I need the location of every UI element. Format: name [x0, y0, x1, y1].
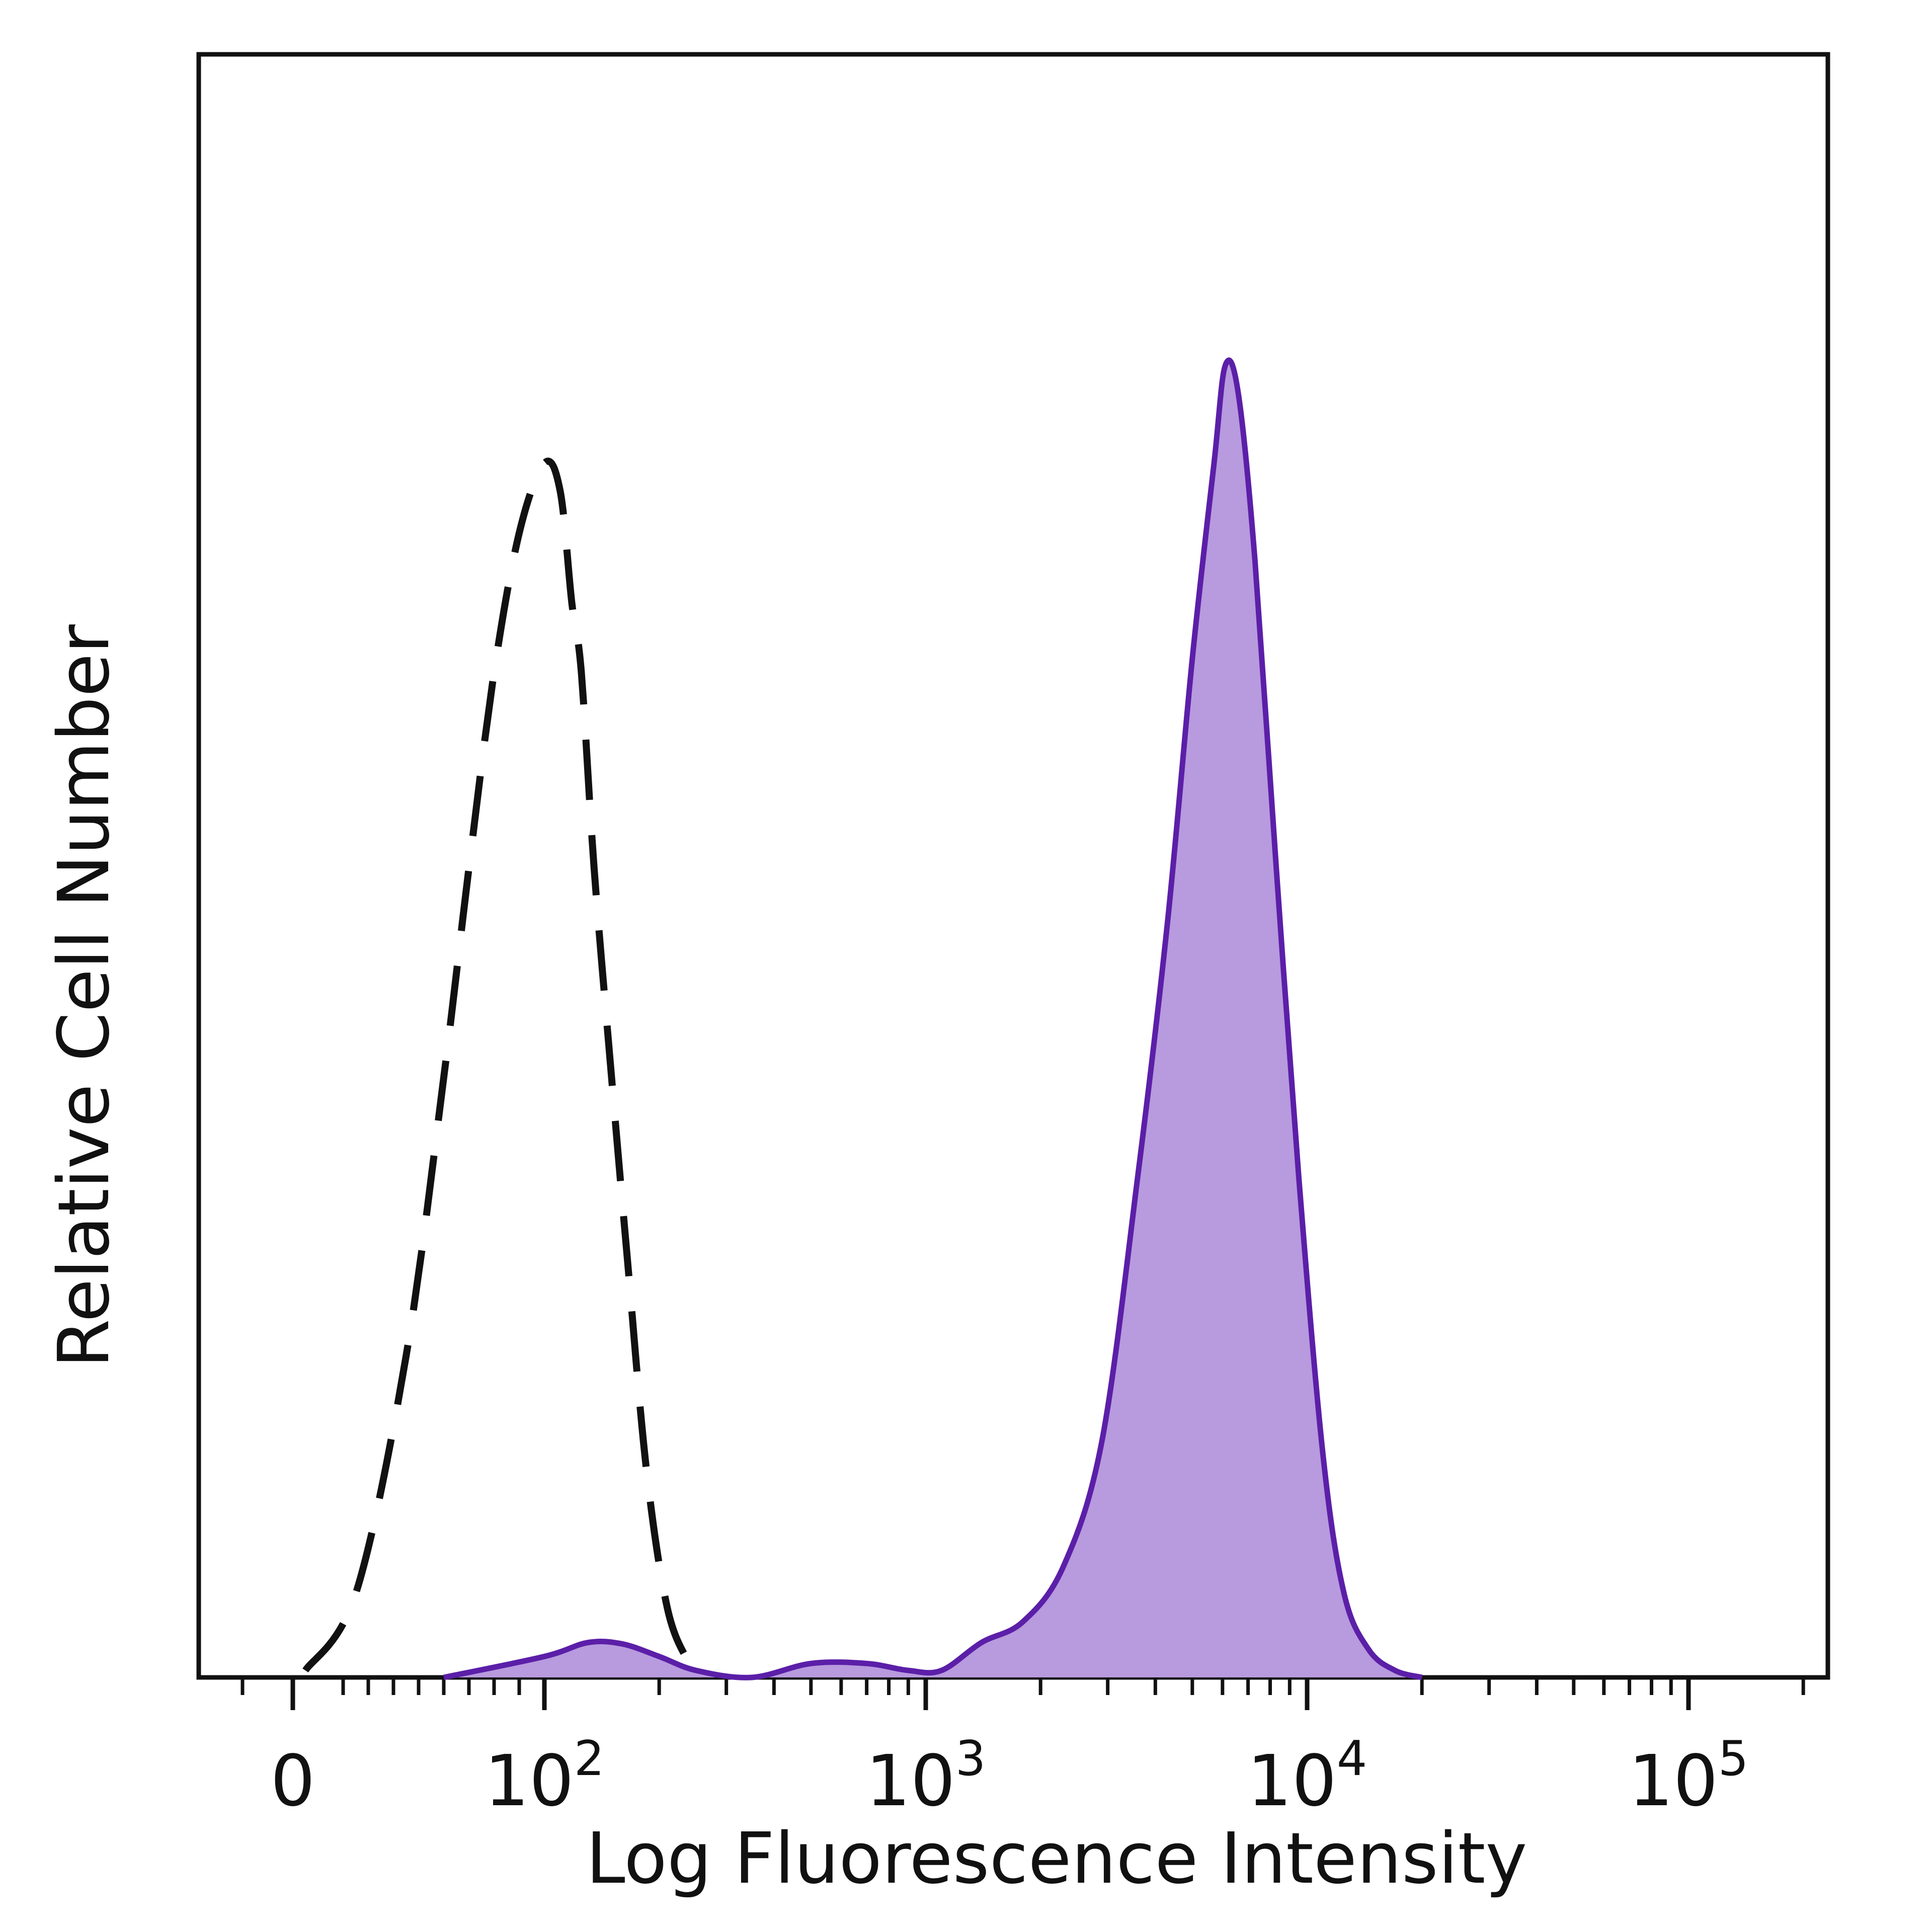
- x-tick-label: 103: [866, 1731, 986, 1822]
- x-tick-label: 102: [485, 1731, 605, 1822]
- x-axis-title: Log Fluorescence Intensity: [586, 1818, 1527, 1900]
- y-axis-title: Relative Cell Number: [43, 624, 125, 1368]
- stained-sample-curve: [443, 357, 1423, 1680]
- x-tick-label: 104: [1247, 1731, 1367, 1822]
- x-tick-labels: 0 102 103 104 105: [270, 1731, 1748, 1822]
- isotype-control-curve: [302, 457, 705, 1680]
- x-tick-label: 105: [1629, 1731, 1749, 1822]
- x-tick-label: 0: [270, 1740, 315, 1822]
- major-ticks: [290, 1677, 1691, 1710]
- stained-sample-fill: [444, 360, 1422, 1678]
- plot-frame: [196, 52, 1830, 1680]
- minor-ticks: [240, 1677, 1805, 1695]
